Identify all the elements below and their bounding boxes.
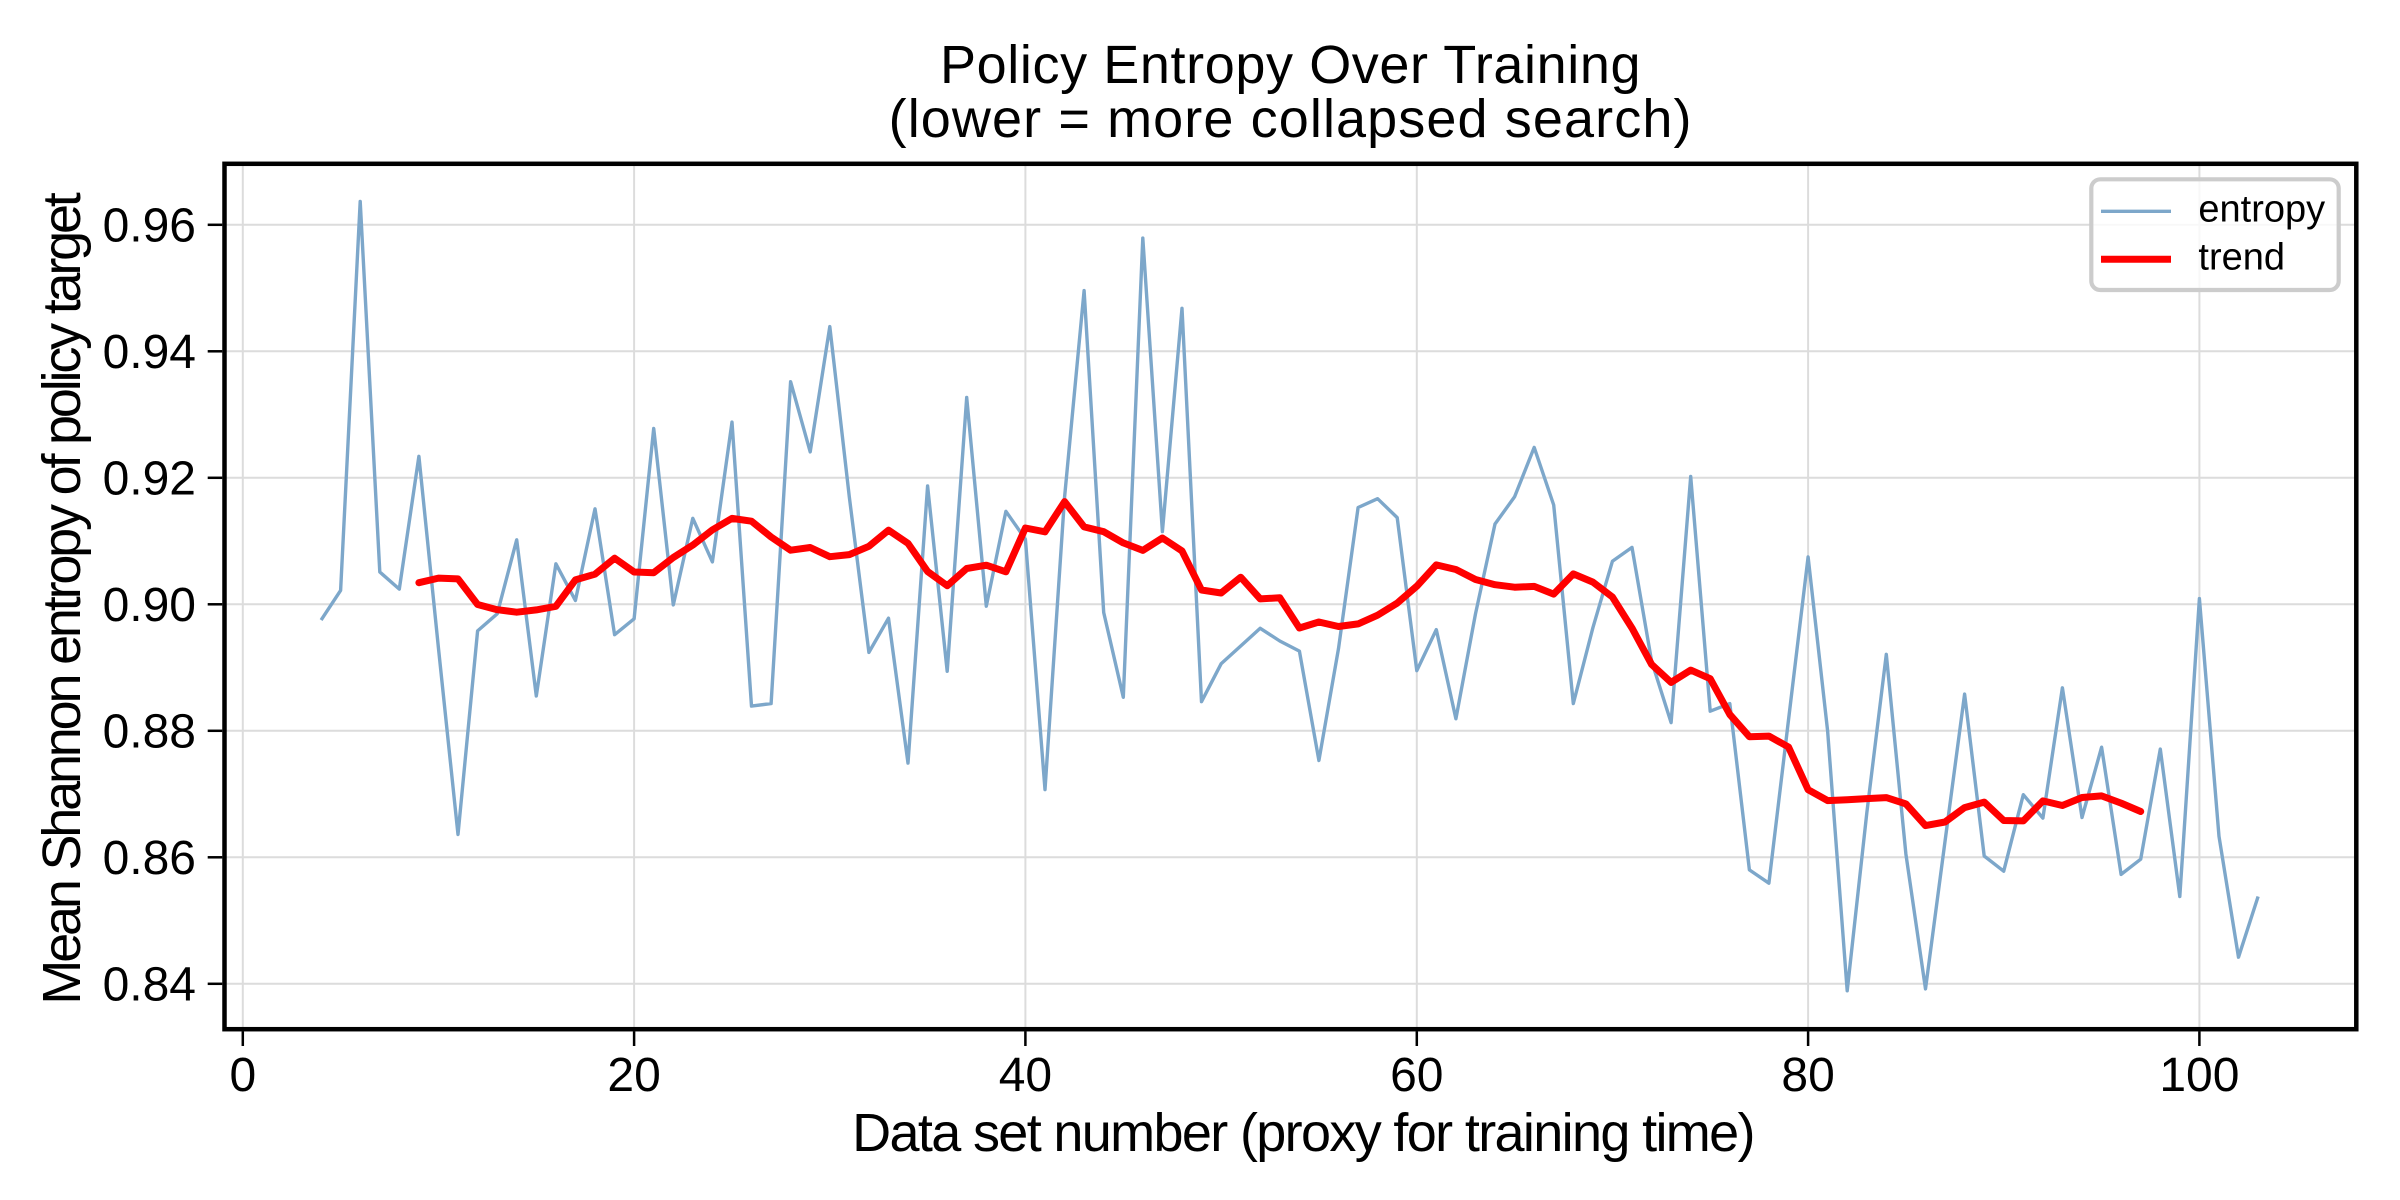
svg-text:20: 20 (607, 1049, 660, 1102)
svg-text:0.94: 0.94 (103, 326, 196, 379)
svg-text:60: 60 (1390, 1049, 1443, 1102)
svg-text:100: 100 (2159, 1049, 2239, 1102)
svg-text:Data set number (proxy for tra: Data set number (proxy for training time… (852, 1103, 1754, 1163)
svg-text:0: 0 (229, 1049, 256, 1102)
svg-text:80: 80 (1781, 1049, 1834, 1102)
svg-text:Policy Entropy Over Training: Policy Entropy Over Training (940, 35, 1641, 95)
svg-text:0.96: 0.96 (103, 199, 196, 252)
svg-text:40: 40 (999, 1049, 1052, 1102)
svg-text:0.90: 0.90 (103, 579, 196, 632)
svg-text:entropy: entropy (2198, 188, 2325, 230)
svg-text:0.92: 0.92 (103, 452, 196, 505)
svg-text:(lower = more collapsed search: (lower = more collapsed search) (889, 89, 1693, 149)
svg-text:0.84: 0.84 (103, 958, 196, 1011)
svg-text:Mean Shannon entropy of policy: Mean Shannon entropy of policy target (32, 192, 92, 1004)
svg-text:0.86: 0.86 (103, 832, 196, 885)
svg-text:0.88: 0.88 (103, 705, 196, 758)
svg-text:trend: trend (2198, 236, 2285, 278)
